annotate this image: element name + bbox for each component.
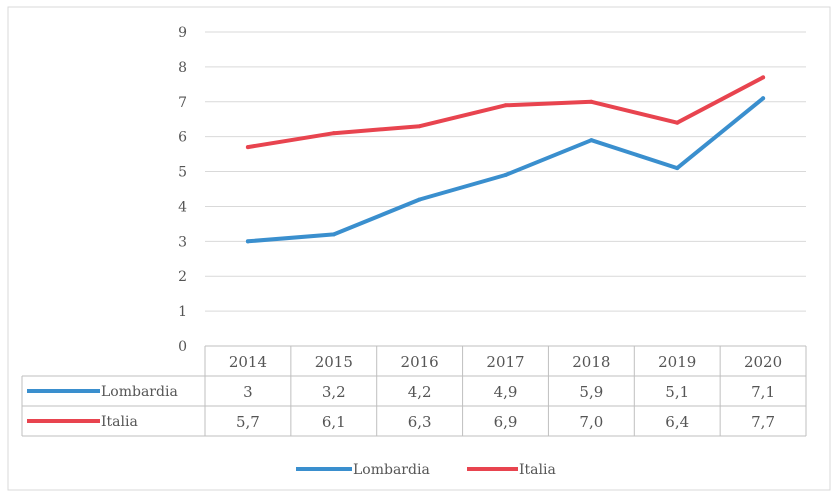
x-category-label: 2018: [572, 353, 610, 371]
data-point: [503, 173, 508, 178]
y-tick-label: 3: [178, 234, 187, 250]
data-point: [761, 96, 766, 101]
x-category-label: 2015: [315, 353, 353, 371]
data-value-label: 7,0: [579, 413, 603, 431]
table-series-name: Italia: [101, 414, 138, 430]
data-value-label: 6,4: [665, 413, 689, 431]
gridlines: [205, 31, 806, 312]
data-value-label: 4,2: [408, 383, 432, 401]
legend-label: Lombardia: [353, 462, 430, 478]
data-point: [503, 103, 508, 108]
y-tick-label: 1: [178, 304, 187, 320]
data-table: 2014 2015 2016 2017 2018 2019 2020 Lombardia 3 3,…: [21, 345, 807, 437]
data-point: [245, 145, 250, 150]
data-point: [675, 120, 680, 125]
data-value-label: 5,1: [665, 383, 689, 401]
data-value-label: 7,7: [751, 413, 775, 431]
y-tick-label: 9: [178, 25, 187, 41]
data-value-label: 3,2: [322, 383, 346, 401]
x-category-label: 2019: [658, 353, 696, 371]
data-value-label: 6,9: [494, 413, 518, 431]
data-value-label: 7,1: [751, 383, 775, 401]
x-category-label: 2016: [401, 353, 439, 371]
table-series-name: Lombardia: [101, 384, 178, 400]
data-point: [417, 197, 422, 202]
data-value-label: 6,3: [408, 413, 432, 431]
y-tick-label: 5: [178, 165, 187, 181]
y-tick-label: 0: [178, 339, 187, 355]
x-category-label: 2017: [486, 353, 524, 371]
y-tick-label: 7: [178, 95, 187, 111]
x-category-label: 2014: [229, 353, 267, 371]
data-point: [675, 166, 680, 171]
data-point: [589, 138, 594, 143]
y-tick-label: 2: [178, 269, 187, 285]
data-point: [245, 239, 250, 244]
chart-border: [7, 6, 831, 491]
data-point: [331, 131, 336, 136]
data-value-label: 3: [243, 383, 253, 401]
y-tick-label: 8: [178, 60, 187, 76]
series-lines: [245, 75, 766, 244]
y-tick-label: 6: [178, 130, 187, 146]
y-axis-ticks: 0 1 2 3 4 5 6 7 8 9: [178, 25, 187, 355]
data-point: [417, 124, 422, 129]
y-tick-label: 4: [178, 199, 187, 215]
data-value-label: 6,1: [322, 413, 346, 431]
data-value-label: 5,7: [236, 413, 260, 431]
data-point: [761, 75, 766, 80]
data-point: [331, 232, 336, 237]
data-value-label: 5,9: [579, 383, 603, 401]
data-point: [589, 99, 594, 104]
x-category-label: 2020: [744, 353, 782, 371]
legend-label: Italia: [519, 462, 556, 478]
data-value-label: 4,9: [494, 383, 518, 401]
legend: Lombardia Italia: [296, 462, 556, 478]
